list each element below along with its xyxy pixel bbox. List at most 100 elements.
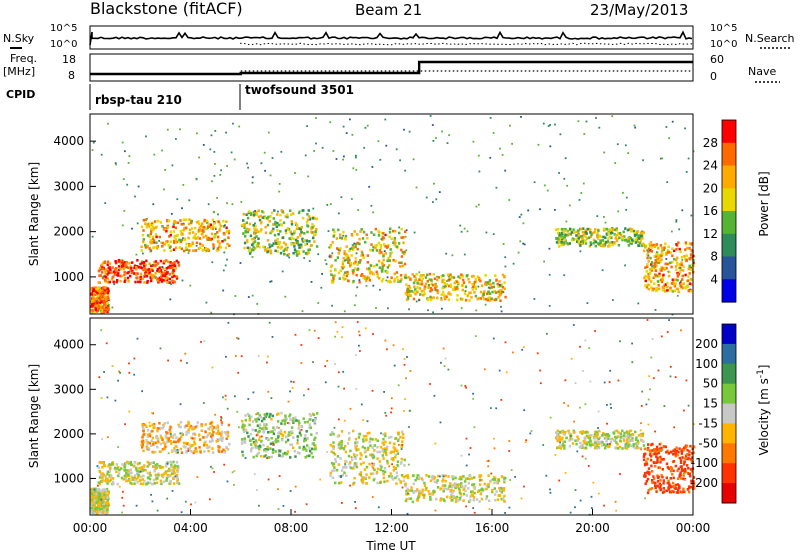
- heatmap-cell: [178, 425, 181, 428]
- heatmap-cell: [196, 236, 200, 239]
- heatmap-cell: [488, 299, 491, 302]
- heatmap-cell: [605, 439, 608, 443]
- heatmap-cell: [137, 470, 141, 473]
- heatmap-cell: [608, 235, 611, 238]
- heatmap-cell: [150, 444, 153, 447]
- heatmap-cell: [99, 295, 102, 299]
- heatmap-cell: [128, 471, 131, 475]
- heatmap-cell: [304, 438, 308, 442]
- heatmap-cell: [246, 240, 249, 243]
- heatmap-cell: [589, 241, 592, 244]
- heatmap-cell: [483, 290, 486, 293]
- heatmap-cell: [158, 266, 161, 270]
- heatmap-cell: [279, 429, 283, 432]
- heatmap-cell: [294, 238, 298, 242]
- heatmap-cell: [104, 278, 107, 282]
- heatmap-cell: [296, 236, 300, 239]
- heatmap-cell: [300, 425, 304, 428]
- heatmap-cell: [616, 443, 619, 446]
- heatmap-cell: [331, 476, 335, 479]
- heatmap-cell: [352, 429, 355, 433]
- heatmap-cell: [106, 291, 110, 295]
- heatmap-cell: [132, 464, 135, 468]
- heatmap-cell: [465, 505, 468, 508]
- heatmap-cell: [396, 449, 399, 452]
- heatmap-cell: [467, 278, 470, 281]
- heatmap-cell: [341, 262, 344, 266]
- heatmap-cell: [95, 492, 98, 496]
- heatmap-cell: [298, 424, 300, 427]
- heatmap-cell: [355, 154, 357, 157]
- heatmap-cell: [546, 332, 548, 335]
- heatmap-cell: [492, 337, 495, 340]
- heatmap-cell: [411, 273, 414, 276]
- heatmap-cell: [449, 482, 452, 485]
- heatmap-cell: [144, 222, 147, 225]
- heatmap-cell: [429, 289, 432, 293]
- heatmap-cell: [166, 497, 169, 500]
- heatmap-cell: [607, 237, 610, 240]
- heatmap-cell: [332, 234, 335, 238]
- heatmap-cell: [106, 482, 109, 485]
- heatmap-cell: [197, 220, 200, 223]
- heatmap-cell: [655, 243, 658, 246]
- heatmap-cell: [429, 496, 432, 499]
- heatmap-cell: [401, 440, 404, 443]
- heatmap-cell: [649, 241, 653, 244]
- nsky-frame: [89, 25, 694, 50]
- heatmap-cell: [471, 494, 474, 498]
- heatmap-cell: [601, 434, 604, 437]
- heatmap-cell: [295, 419, 298, 422]
- heatmap-cell: [102, 310, 106, 314]
- heatmap-cell: [404, 398, 406, 401]
- heatmap-cell: [572, 324, 575, 326]
- heatmap-cell: [340, 476, 342, 478]
- heatmap-cell: [152, 461, 155, 464]
- heatmap-cell: [649, 280, 653, 283]
- heatmap-cell: [430, 288, 434, 292]
- heatmap-cell: [141, 443, 144, 446]
- heatmap-cell: [91, 298, 95, 302]
- heatmap-cell: [222, 231, 226, 235]
- heatmap-cell: [537, 143, 540, 146]
- heatmap-cell: [98, 470, 102, 474]
- heatmap-cell: [291, 431, 294, 435]
- heatmap-cell: [682, 487, 685, 491]
- heatmap-cell: [362, 256, 365, 259]
- heatmap-cell: [584, 446, 588, 450]
- heatmap-cell: [158, 235, 161, 239]
- heatmap-cell: [152, 441, 155, 444]
- heatmap-cell: [211, 434, 214, 437]
- heatmap-cell: [667, 486, 670, 489]
- heatmap-cell: [482, 291, 486, 295]
- heatmap-cell: [172, 225, 175, 228]
- heatmap-cell: [151, 269, 154, 272]
- heatmap-cell: [193, 442, 197, 446]
- heatmap-cell: [521, 348, 524, 351]
- heatmap-cell: [182, 237, 184, 240]
- heatmap-cell: [646, 275, 649, 279]
- heatmap-cell: [331, 304, 333, 307]
- heatmap-cell: [471, 483, 474, 487]
- heatmap-cell: [114, 261, 118, 264]
- heatmap-cell: [366, 267, 369, 271]
- heatmap-cell: [680, 449, 683, 453]
- heatmap-cell: [668, 484, 671, 487]
- heatmap-cell: [597, 446, 600, 450]
- heatmap-cell: [106, 496, 109, 500]
- heatmap-cell: [360, 478, 363, 482]
- heatmap-cell: [621, 238, 624, 242]
- heatmap-cell: [505, 371, 508, 374]
- heatmap-cell: [431, 477, 434, 481]
- heatmap-cell: [575, 442, 578, 446]
- heatmap-cell: [659, 447, 662, 450]
- heatmap-cell: [263, 245, 266, 249]
- heatmap-cell: [673, 278, 677, 281]
- heatmap-cell: [418, 287, 422, 290]
- heatmap-cell: [597, 442, 600, 446]
- heatmap-cell: [403, 250, 406, 254]
- heatmap-cell: [225, 230, 229, 233]
- heatmap-cell: [430, 278, 433, 282]
- heatmap-cell: [277, 488, 279, 491]
- heatmap-cell: [377, 140, 380, 143]
